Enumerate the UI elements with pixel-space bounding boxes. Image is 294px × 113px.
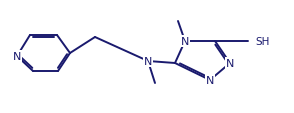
Text: N: N (13, 52, 21, 61)
Text: N: N (181, 37, 189, 47)
Text: N: N (226, 59, 234, 68)
Text: N: N (206, 75, 214, 85)
Text: N: N (144, 56, 152, 66)
Text: SH: SH (255, 37, 269, 47)
